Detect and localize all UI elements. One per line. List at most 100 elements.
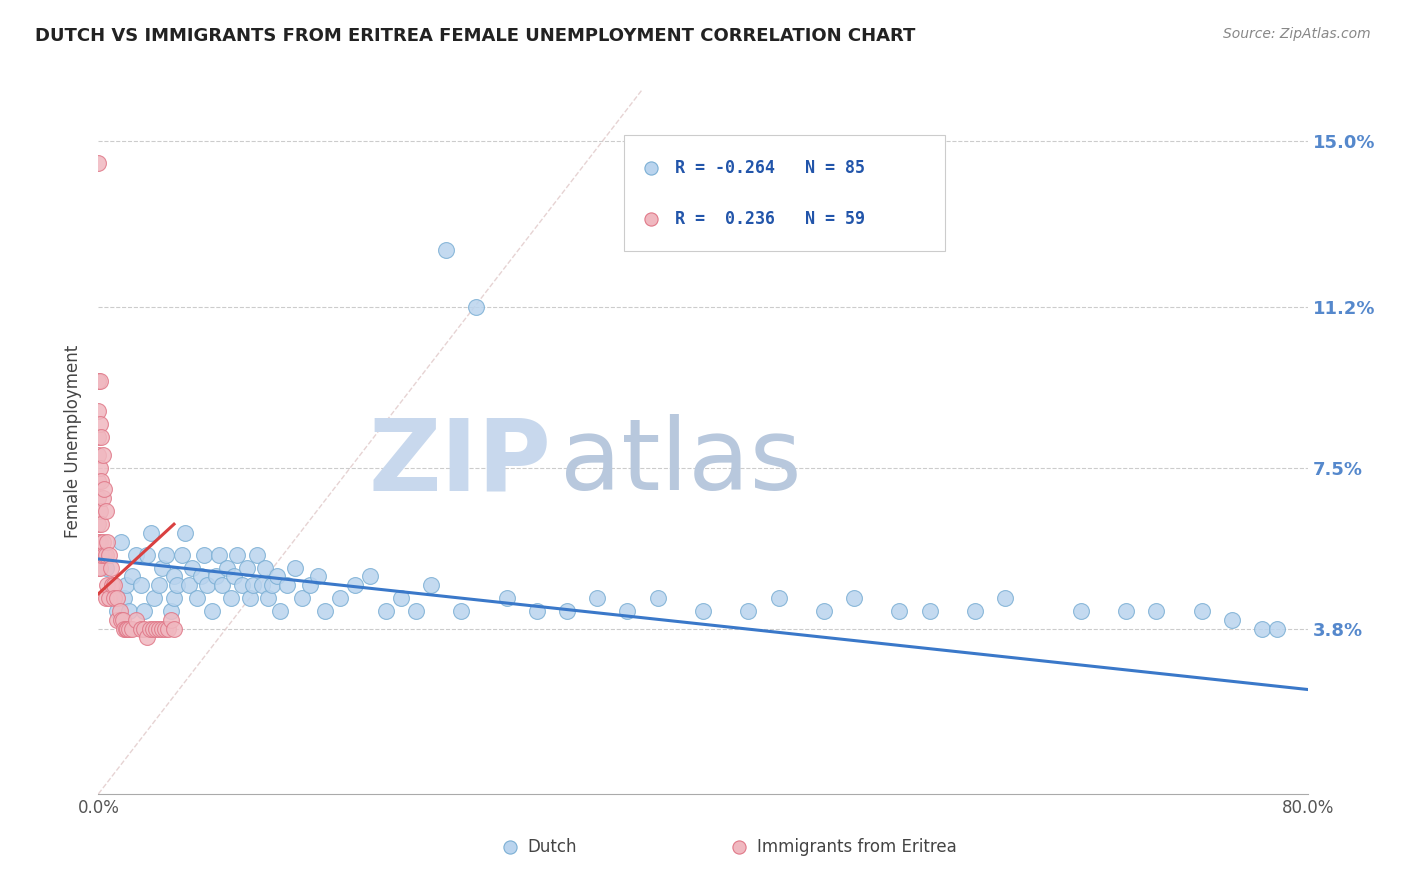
Point <box>94 548 117 562</box>
Point <box>148 622 170 636</box>
Point <box>150 560 173 574</box>
Point <box>813 604 835 618</box>
Point <box>616 604 638 618</box>
Point <box>91 491 114 505</box>
Point <box>125 613 148 627</box>
Point <box>89 460 111 475</box>
Point <box>160 604 183 618</box>
Point <box>132 622 155 636</box>
Point <box>93 483 115 497</box>
Point <box>224 569 246 583</box>
Point <box>420 578 443 592</box>
FancyBboxPatch shape <box>624 135 945 252</box>
Point <box>205 569 228 583</box>
Point <box>96 578 118 592</box>
Point <box>329 591 352 606</box>
Point <box>139 622 162 636</box>
Point <box>98 548 121 562</box>
Point <box>87 534 110 549</box>
Point <box>965 604 987 618</box>
Point <box>91 534 114 549</box>
Point <box>242 578 264 592</box>
Point <box>118 622 141 636</box>
Point <box>90 430 112 444</box>
Text: R = -0.264   N = 85: R = -0.264 N = 85 <box>675 159 865 177</box>
Point <box>89 374 111 388</box>
Point <box>221 591 243 606</box>
Point <box>163 569 186 583</box>
Point <box>112 591 135 606</box>
Point <box>434 243 457 257</box>
Point <box>142 622 165 636</box>
Point <box>190 569 212 583</box>
Point <box>389 591 412 606</box>
Point <box>1115 604 1137 618</box>
Point <box>450 604 472 618</box>
Point <box>266 569 288 583</box>
Point <box>110 534 132 549</box>
Point <box>111 613 134 627</box>
Point <box>181 560 204 574</box>
Point <box>105 604 128 618</box>
Point <box>91 448 114 462</box>
Point <box>170 548 193 562</box>
Point <box>250 578 273 592</box>
Point <box>166 578 188 592</box>
Point <box>215 560 238 574</box>
Point <box>1070 604 1092 618</box>
Point <box>163 591 186 606</box>
Point <box>262 578 284 592</box>
Point <box>143 591 166 606</box>
Text: atlas: atlas <box>561 414 801 511</box>
Point <box>269 604 291 618</box>
Point <box>135 548 157 562</box>
Point <box>89 504 111 518</box>
Point <box>692 604 714 618</box>
Point <box>101 578 124 592</box>
Point <box>256 591 278 606</box>
Point <box>208 548 231 562</box>
Point <box>89 534 111 549</box>
Point <box>89 417 111 431</box>
Point <box>195 578 218 592</box>
Point <box>89 560 111 574</box>
Point <box>90 548 112 562</box>
Point <box>94 591 117 606</box>
Point <box>1251 622 1274 636</box>
Point <box>115 622 138 636</box>
Point <box>103 578 125 592</box>
Point <box>211 578 233 592</box>
Point <box>87 156 110 170</box>
Point <box>526 604 548 618</box>
Point <box>844 591 866 606</box>
Point <box>160 613 183 627</box>
Point <box>87 474 110 488</box>
Point <box>87 517 110 532</box>
Point <box>112 622 135 636</box>
Point <box>307 569 329 583</box>
Point <box>918 604 941 618</box>
Point <box>647 591 669 606</box>
Point <box>156 622 179 636</box>
Point <box>129 578 152 592</box>
Point <box>360 569 382 583</box>
Point <box>155 548 177 562</box>
Y-axis label: Female Unemployment: Female Unemployment <box>65 345 83 538</box>
Point <box>103 591 125 606</box>
Point <box>100 560 122 574</box>
Point <box>291 591 314 606</box>
Point <box>1220 613 1243 627</box>
Point <box>1191 604 1213 618</box>
Point <box>96 534 118 549</box>
Point <box>105 591 128 606</box>
Point <box>87 374 110 388</box>
Point <box>284 560 307 574</box>
Point <box>121 569 143 583</box>
Point <box>405 604 427 618</box>
Point <box>108 604 131 618</box>
Point <box>193 548 215 562</box>
Point <box>737 604 759 618</box>
Text: Source: ZipAtlas.com: Source: ZipAtlas.com <box>1223 27 1371 41</box>
Point <box>125 548 148 562</box>
Point <box>314 604 336 618</box>
